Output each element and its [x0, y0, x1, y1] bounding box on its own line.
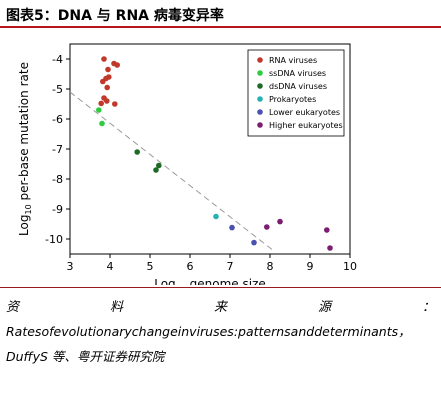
y-tick-label: -7: [52, 143, 63, 156]
legend-marker: [257, 57, 263, 63]
data-point: [327, 245, 333, 251]
legend-label: dsDNA viruses: [269, 82, 327, 91]
footer-divider: [0, 287, 441, 288]
data-point: [277, 218, 283, 225]
data-point: [114, 62, 120, 68]
source-label-char: 资: [6, 300, 20, 315]
data-point: [134, 149, 140, 155]
data-point: [324, 227, 330, 233]
legend-marker: [257, 70, 263, 76]
data-point: [104, 98, 110, 104]
figure-title: 图表5：DNA 与 RNA 病毒变异率: [6, 8, 224, 24]
source-label-char: 来: [213, 300, 227, 315]
y-axis-label: Log10 per-base mutation rate: [17, 62, 33, 236]
source-label-char: ：: [421, 300, 435, 315]
legend-label: Lower eukaryotes: [269, 108, 340, 117]
y-tick-label: -10: [45, 233, 63, 246]
data-point: [153, 167, 159, 173]
x-tick-label: 6: [187, 260, 194, 273]
legend-marker: [257, 96, 263, 102]
trend-line: [69, 91, 273, 250]
data-point: [98, 100, 104, 107]
figure-title-bar: 图表5：DNA 与 RNA 病毒变异率: [0, 0, 441, 28]
x-axis-label: Log10 genome size: [154, 277, 266, 285]
data-point: [264, 224, 270, 230]
source-label: 资 料 来 源 ：: [6, 296, 435, 316]
x-tick-label: 4: [107, 260, 114, 273]
data-point: [106, 74, 112, 80]
x-tick-label: 7: [227, 260, 234, 273]
y-tick-label: -6: [52, 113, 63, 126]
data-point: [213, 213, 219, 220]
y-tick-label: -8: [52, 173, 63, 186]
x-tick-label: 8: [267, 260, 274, 273]
x-tick-label: 3: [67, 260, 74, 273]
y-tick-label: -5: [52, 83, 63, 96]
legend-label: Higher eukaryotes: [269, 121, 343, 130]
data-point: [156, 162, 162, 169]
x-tick-label: 5: [147, 260, 154, 273]
x-tick-label: 9: [307, 260, 314, 273]
data-point: [99, 120, 105, 127]
scatter-chart: 3 4 5 6 7 8 9 10 -4 -5 -6 -7 -8 -9 -10 Log10 genome siz…: [17, 43, 357, 285]
legend-label: ssDNA viruses: [269, 69, 326, 78]
data-point: [101, 56, 107, 62]
data-point: [104, 84, 110, 91]
y-tick-label: -4: [52, 53, 63, 66]
legend-marker: [257, 109, 263, 115]
legend-label: RNA viruses: [269, 56, 317, 65]
legend-box: [247, 49, 345, 137]
data-point: [251, 239, 257, 246]
data-point: [96, 107, 102, 113]
source-citation: Ratesofevolutionarychangeinviruses:patte…: [6, 324, 411, 339]
legend-label: Prokaryotes: [269, 95, 316, 104]
title-divider: [0, 26, 441, 28]
legend-marker: [257, 122, 263, 128]
source-label-char: 源: [317, 300, 331, 315]
data-point: [105, 66, 111, 73]
source-attribution: DuffyS 等、粤开证券研究院: [6, 349, 165, 364]
data-point: [229, 224, 235, 231]
data-point: [112, 101, 118, 107]
legend-marker: [257, 83, 263, 89]
plot-area: 3 4 5 6 7 8 9 10 -4 -5 -6 -7 -8 -9 -10 Log10 genome siz…: [17, 43, 357, 285]
source-label-char: 料: [109, 300, 123, 315]
x-tick-label: 10: [343, 260, 357, 273]
data-point: [100, 78, 106, 85]
y-tick-label: -9: [52, 203, 63, 216]
